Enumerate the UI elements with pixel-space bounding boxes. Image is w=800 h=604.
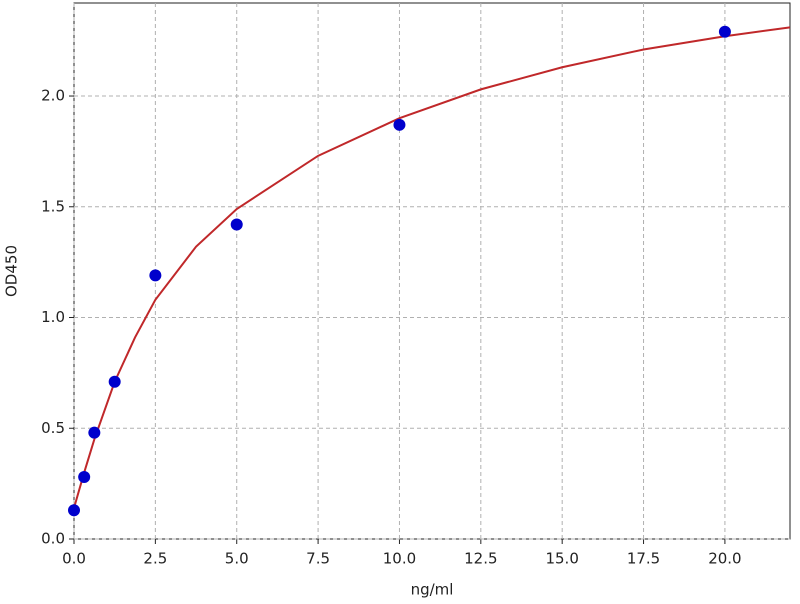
y-tick-label: 1.0	[41, 308, 65, 326]
plot-area	[73, 2, 791, 540]
y-axis-label: OD450	[3, 245, 21, 297]
x-tick-label: 10.0	[383, 550, 416, 568]
data-point	[78, 470, 91, 483]
fit-curve	[73, 26, 791, 509]
x-tick-label: 12.5	[464, 550, 497, 568]
data-point	[88, 426, 101, 439]
data-point	[393, 118, 406, 131]
y-tick-label: 1.5	[41, 197, 65, 215]
x-tick-label: 20.0	[708, 550, 741, 568]
x-tick-label: 2.5	[143, 550, 167, 568]
data-point	[149, 269, 162, 282]
y-tick-label: 0.0	[41, 530, 65, 548]
data-point	[108, 375, 121, 388]
data-point	[68, 504, 80, 517]
x-tick-label: 17.5	[627, 550, 660, 568]
y-tick-label: 2.0	[41, 87, 65, 105]
y-tick-label: 0.5	[41, 419, 65, 437]
x-tick-label: 0.0	[62, 550, 86, 568]
x-tick-label: 7.5	[306, 550, 330, 568]
x-tick-label: 15.0	[545, 550, 578, 568]
data-point	[718, 25, 731, 38]
x-axis-label: ng/ml	[411, 581, 454, 599]
x-tick-label: 5.0	[225, 550, 249, 568]
data-point	[230, 218, 243, 231]
